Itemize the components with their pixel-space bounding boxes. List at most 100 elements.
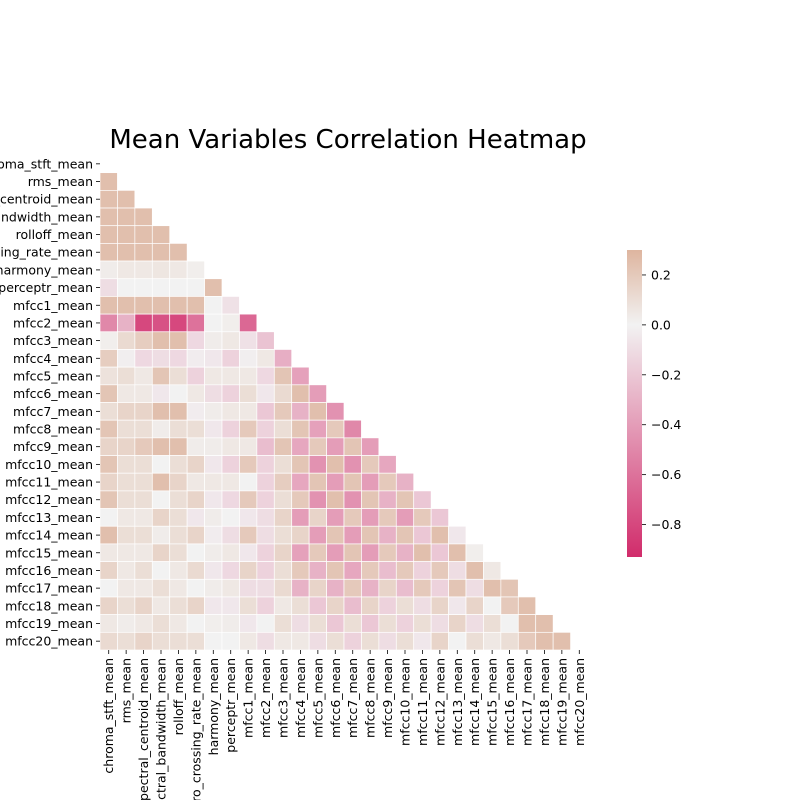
heatmap-cell-mfcc16_mean-mfcc12_mean <box>430 561 449 580</box>
heatmap-cell-mfcc5_mean-mfcc3_mean <box>273 366 293 386</box>
heatmap-cell-mfcc9_mean-mfcc7_mean <box>343 437 362 456</box>
heatmap-cell-mfcc2_mean-perceptr_mean <box>221 313 240 333</box>
heatmap-cell-mfcc7_mean-spectral_bandwidth_mean <box>151 402 171 421</box>
heatmap-cell-mfcc17_mean-spectral_centroid_mean <box>134 578 153 598</box>
heatmap-cell-mfcc7_mean-mfcc2_mean <box>256 402 275 421</box>
heatmap-cell-mfcc11_mean-mfcc10_mean <box>395 472 415 492</box>
heatmap-cell-mfcc13_mean-mfcc10_mean <box>395 508 415 527</box>
heatmap-cell-rolloff_mean-rms_mean <box>117 225 136 244</box>
heatmap-cell-mfcc15_mean-mfcc7_mean <box>343 543 362 562</box>
heatmap-cell-mfcc19_mean-spectral_bandwidth_mean <box>151 614 171 633</box>
heatmap-cell-mfcc11_mean-mfcc6_mean <box>326 472 345 492</box>
heatmap-cell-mfcc14_mean-spectral_centroid_mean <box>134 525 153 545</box>
heatmap-cell-mfcc16_mean-rolloff_mean <box>169 561 188 580</box>
heatmap-cell-mfcc15_mean-rms_mean <box>117 543 136 562</box>
heatmap-cell-mfcc5_mean-chroma_stft_mean <box>99 366 118 386</box>
heatmap-cell-mfcc7_mean-chroma_stft_mean <box>99 402 118 421</box>
x-tick-label: mfcc13_mean <box>450 658 465 746</box>
heatmap-cell-mfcc20_mean-mfcc11_mean <box>413 631 432 651</box>
heatmap-cell-mfcc5_mean-rms_mean <box>117 366 136 386</box>
y-tick-label: mfcc1_mean <box>13 298 93 313</box>
heatmap-cell-mfcc15_mean-zero_crossing_rate_mean <box>186 543 205 562</box>
heatmap-cell-mfcc20_mean-mfcc15_mean <box>483 631 502 651</box>
y-tick-label: mfcc3_mean <box>13 333 93 348</box>
y-tick-label: mfcc12_mean <box>5 492 93 507</box>
heatmap-cell-mfcc15_mean-mfcc3_mean <box>273 543 293 562</box>
x-tick-label: spectral_bandwidth_mean <box>154 658 169 800</box>
heatmap-cell-mfcc17_mean-mfcc1_mean <box>239 578 258 598</box>
heatmap-cell-mfcc15_mean-mfcc11_mean <box>413 543 432 562</box>
heatmap-cell-mfcc15_mean-mfcc10_mean <box>395 543 415 562</box>
heatmap-cell-mfcc17_mean-mfcc9_mean <box>378 578 397 598</box>
heatmap-cell-mfcc9_mean-mfcc4_mean <box>291 437 310 456</box>
heatmap-cell-mfcc14_mean-mfcc6_mean <box>326 525 345 545</box>
heatmap-cell-mfcc2_mean-mfcc1_mean <box>239 313 258 333</box>
heatmap-cell-mfcc6_mean-rolloff_mean <box>169 384 188 403</box>
heatmap-cell-mfcc9_mean-zero_crossing_rate_mean <box>186 437 205 456</box>
heatmap-cell-mfcc12_mean-mfcc1_mean <box>239 490 258 509</box>
y-tick-label: mfcc5_mean <box>13 368 93 383</box>
y-tick-label: mfcc16_mean <box>5 563 93 578</box>
colorbar-tick-label: −0.8 <box>651 517 681 532</box>
heatmap-cell-mfcc5_mean-mfcc1_mean <box>239 366 258 386</box>
heatmap-cell-mfcc3_mean-spectral_bandwidth_mean <box>151 331 171 350</box>
heatmap-cell-mfcc16_mean-perceptr_mean <box>221 561 240 580</box>
heatmap-cell-mfcc13_mean-chroma_stft_mean <box>99 508 118 527</box>
heatmap-cell-mfcc6_mean-chroma_stft_mean <box>99 384 118 403</box>
heatmap-cell-rolloff_mean-spectral_bandwidth_mean <box>151 225 171 244</box>
heatmap-cell-spectral_centroid_mean-chroma_stft_mean <box>99 190 118 209</box>
heatmap-cell-mfcc18_mean-mfcc15_mean <box>483 596 502 615</box>
heatmap-cell-mfcc13_mean-mfcc2_mean <box>256 508 275 527</box>
heatmap-cell-mfcc4_mean-spectral_centroid_mean <box>134 349 153 368</box>
x-tick-label: harmony_mean <box>206 658 221 755</box>
heatmap-cell-mfcc12_mean-chroma_stft_mean <box>99 490 118 509</box>
heatmap-cell-mfcc19_mean-perceptr_mean <box>221 614 240 633</box>
heatmap-cell-mfcc18_mean-mfcc11_mean <box>413 596 432 615</box>
heatmap-cell-mfcc16_mean-rms_mean <box>117 561 136 580</box>
heatmap-cell-mfcc11_mean-mfcc3_mean <box>273 472 293 492</box>
heatmap-cell-mfcc14_mean-mfcc8_mean <box>361 525 380 545</box>
heatmap-cell-mfcc8_mean-mfcc1_mean <box>239 419 258 439</box>
colorbar-tick-label: −0.4 <box>651 417 681 432</box>
heatmap-cell-mfcc4_mean-zero_crossing_rate_mean <box>186 349 205 368</box>
heatmap-cell-mfcc17_mean-mfcc8_mean <box>361 578 380 598</box>
heatmap-cell-mfcc9_mean-mfcc6_mean <box>326 437 345 456</box>
heatmap-cell-mfcc10_mean-rolloff_mean <box>169 455 188 474</box>
heatmap-cell-mfcc14_mean-perceptr_mean <box>221 525 240 545</box>
heatmap-cell-mfcc9_mean-mfcc5_mean <box>308 437 327 456</box>
heatmap-cell-mfcc17_mean-mfcc6_mean <box>326 578 345 598</box>
y-tick-label: rms_mean <box>28 174 93 189</box>
heatmap-cell-mfcc17_mean-mfcc5_mean <box>308 578 327 598</box>
x-axis-tick-labels: chroma_stft_mean rms_mean spectral_centroi… <box>101 658 587 800</box>
heatmap-cell-mfcc11_mean-rms_mean <box>117 472 136 492</box>
heatmap-cell-mfcc10_mean-perceptr_mean <box>221 455 240 474</box>
heatmap-cell-mfcc11_mean-mfcc8_mean <box>361 472 380 492</box>
heatmap-cell-mfcc20_mean-rms_mean <box>117 631 136 651</box>
heatmap-cell-mfcc19_mean-mfcc5_mean <box>308 614 327 633</box>
heatmap-cell-mfcc4_mean-mfcc2_mean <box>256 349 275 368</box>
heatmap-cell-mfcc10_mean-spectral_centroid_mean <box>134 455 153 474</box>
heatmap-cell-mfcc20_mean-mfcc1_mean <box>239 631 258 651</box>
heatmap-cell-mfcc18_mean-rms_mean <box>117 596 136 615</box>
colorbar: 0.2 0.0 −0.2 −0.4 −0.6 −0.8 <box>627 250 681 557</box>
heatmap-cell-mfcc11_mean-mfcc4_mean <box>291 472 310 492</box>
heatmap-cell-mfcc15_mean-rolloff_mean <box>169 543 188 562</box>
heatmap-cell-mfcc14_mean-mfcc7_mean <box>343 525 362 545</box>
heatmap-cell-mfcc5_mean-perceptr_mean <box>221 366 240 386</box>
heatmap-cell-mfcc20_mean-mfcc19_mean <box>552 631 571 651</box>
colorbar-tick-label: −0.2 <box>651 367 681 382</box>
heatmap-cell-mfcc7_mean-mfcc1_mean <box>239 402 258 421</box>
heatmap-cell-mfcc6_mean-mfcc1_mean <box>239 384 258 403</box>
chart-title: Mean Variables Correlation Heatmap <box>109 125 586 155</box>
heatmap-cell-mfcc18_mean-harmony_mean <box>204 596 223 615</box>
heatmap-cell-mfcc20_mean-mfcc2_mean <box>256 631 275 651</box>
heatmap-cell-mfcc16_mean-mfcc1_mean <box>239 561 258 580</box>
heatmap-cell-mfcc17_mean-rolloff_mean <box>169 578 188 598</box>
heatmap-cell-mfcc7_mean-zero_crossing_rate_mean <box>186 402 205 421</box>
heatmap-cell-mfcc4_mean-rms_mean <box>117 349 136 368</box>
heatmap-cell-mfcc16_mean-mfcc2_mean <box>256 561 275 580</box>
heatmap-cell-mfcc13_mean-mfcc8_mean <box>361 508 380 527</box>
heatmap-cell-mfcc20_mean-mfcc16_mean <box>500 631 519 651</box>
heatmap-cell-mfcc16_mean-zero_crossing_rate_mean <box>186 561 205 580</box>
heatmap-cell-mfcc7_mean-mfcc4_mean <box>291 402 310 421</box>
